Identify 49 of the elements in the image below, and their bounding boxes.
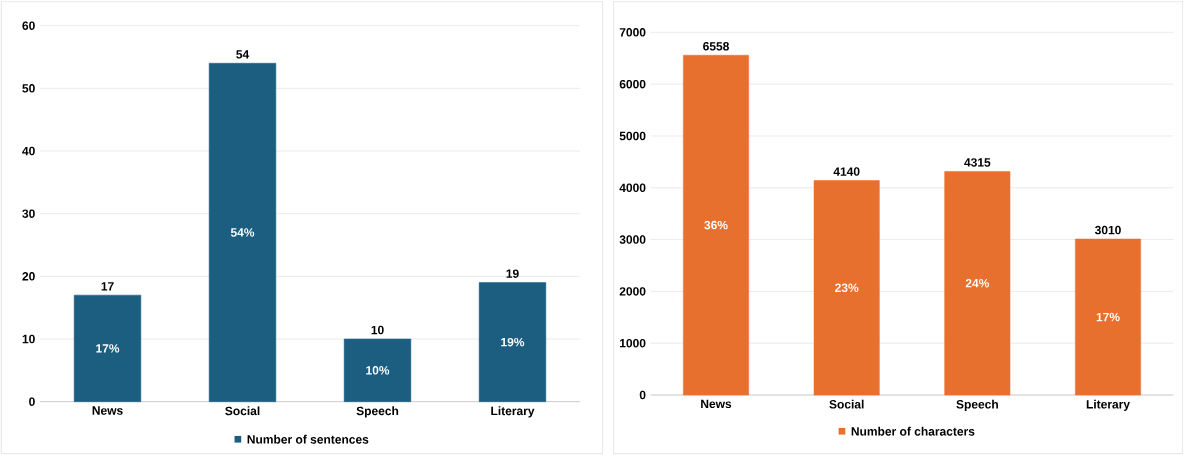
- bar: [683, 54, 749, 396]
- data-label: 54: [236, 50, 250, 59]
- data-label: 19: [506, 269, 519, 278]
- annotation: 23%: [835, 283, 859, 293]
- data-label: 4315: [964, 158, 991, 167]
- y-tick-label: 5000: [619, 131, 646, 141]
- data-label: 10: [371, 325, 384, 335]
- bar: [73, 294, 142, 402]
- y-tick-label: 60: [22, 21, 35, 30]
- x-tick-label: Speech: [356, 406, 399, 418]
- y-tick-label: 0: [639, 390, 646, 400]
- annotation: 24%: [965, 278, 990, 288]
- bar: [343, 338, 412, 402]
- x-tick-label: Speech: [956, 399, 998, 411]
- data-label: 3010: [1094, 225, 1121, 235]
- y-tick-label: 2000: [619, 287, 646, 296]
- annotation: 54%: [230, 228, 255, 237]
- annotation: 10%: [366, 366, 390, 375]
- y-tick-label: 50: [22, 84, 35, 93]
- annotation: 17%: [1096, 312, 1120, 322]
- y-tick-label: 7000: [619, 28, 646, 37]
- x-tick-label: Literary: [1086, 399, 1130, 411]
- x-tick-label: Literary: [491, 406, 535, 418]
- x-tick-label: Social: [225, 406, 260, 416]
- y-tick-label: 30: [22, 209, 35, 218]
- data-label: 17: [101, 282, 114, 291]
- x-tick-label: Social: [829, 399, 864, 409]
- y-tick-label: 10: [22, 334, 35, 344]
- annotation: 19%: [501, 337, 525, 347]
- y-tick-label: 1000: [620, 338, 646, 348]
- bar: [478, 282, 547, 402]
- bar: [208, 63, 277, 402]
- y-tick-label: 3000: [619, 235, 646, 244]
- data-label: 4140: [833, 167, 860, 176]
- annotation: 17%: [96, 344, 120, 353]
- legend-label: Number of characters: [851, 426, 975, 436]
- bar: [1075, 238, 1141, 396]
- x-tick-label: News: [92, 406, 123, 415]
- y-tick-label: 40: [22, 146, 35, 156]
- bar: [944, 171, 1011, 396]
- legend-label: Number of sentences: [247, 434, 369, 444]
- x-tick-label: News: [701, 399, 732, 409]
- bar: [813, 180, 880, 396]
- y-tick-label: 0: [29, 397, 35, 406]
- data-label: 6558: [703, 42, 729, 51]
- y-tick-label: 20: [22, 272, 35, 281]
- y-tick-label: 4000: [619, 183, 646, 193]
- annotation: 36%: [704, 220, 728, 230]
- y-tick-label: 6000: [619, 79, 646, 89]
